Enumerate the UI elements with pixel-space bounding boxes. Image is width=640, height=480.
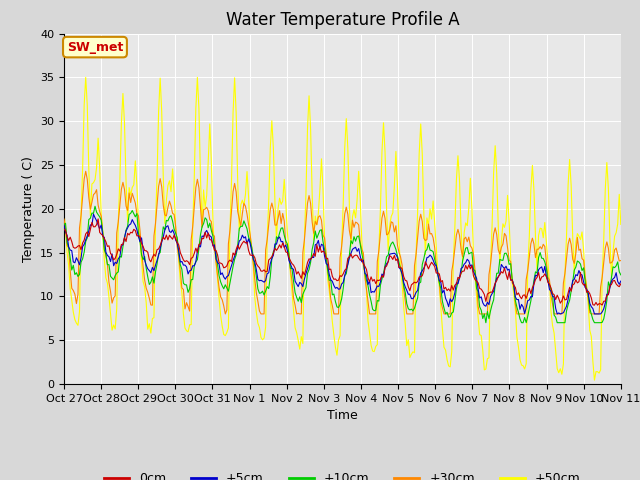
X-axis label: Time: Time	[327, 409, 358, 422]
Text: SW_met: SW_met	[67, 41, 123, 54]
Legend: 0cm, +5cm, +10cm, +30cm, +50cm: 0cm, +5cm, +10cm, +30cm, +50cm	[99, 468, 586, 480]
Y-axis label: Temperature ( C): Temperature ( C)	[22, 156, 35, 262]
Title: Water Temperature Profile A: Water Temperature Profile A	[225, 11, 460, 29]
